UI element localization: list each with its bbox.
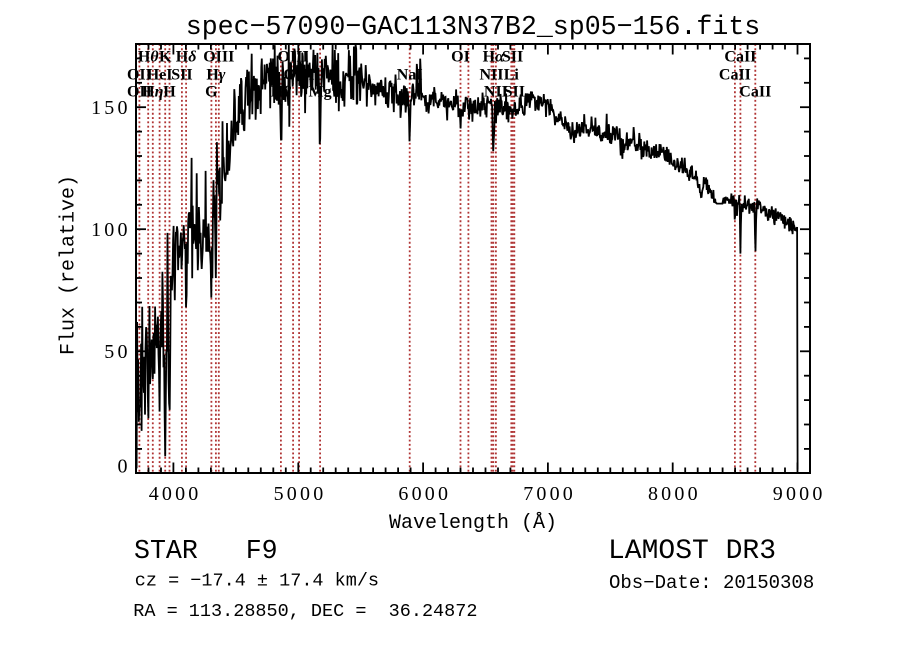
svg-text:Obs−Date: 20150308: Obs−Date: 20150308 — [609, 572, 814, 594]
svg-text:Li: Li — [504, 67, 520, 84]
svg-text:Flux (relative): Flux (relative) — [58, 175, 81, 355]
svg-text:Hδ: Hδ — [176, 49, 197, 66]
svg-text:HeI: HeI — [147, 67, 173, 84]
svg-text:SII: SII — [504, 84, 525, 101]
svg-text:CaII: CaII — [724, 49, 756, 66]
svg-text:NaI: NaI — [397, 67, 423, 84]
svg-text:OII: OII — [127, 84, 152, 101]
svg-text:Hγ: Hγ — [206, 67, 225, 84]
svg-text:8000: 8000 — [648, 483, 701, 505]
svg-text:OIII: OIII — [278, 49, 309, 66]
svg-text:RA = 113.28850, DEC = 36.2487: RA = 113.28850, DEC = 36.24872 — [133, 601, 477, 622]
svg-text:G: G — [205, 84, 218, 101]
svg-text:150: 150 — [91, 97, 131, 119]
svg-text:CaII: CaII — [739, 84, 771, 101]
svg-text:100: 100 — [91, 219, 131, 241]
svg-text:Hη: Hη — [142, 84, 163, 101]
svg-text:Mg: Mg — [309, 84, 332, 101]
svg-text:spec−57090−GAC113N37B2_sp05−15: spec−57090−GAC113N37B2_sp05−156.fits — [186, 12, 761, 42]
svg-text:4000: 4000 — [149, 483, 202, 505]
svg-text:H: H — [163, 84, 176, 101]
svg-text:50: 50 — [104, 341, 130, 363]
svg-text:K: K — [159, 49, 172, 66]
svg-text:SII: SII — [171, 67, 192, 84]
svg-text:OI: OI — [451, 49, 470, 66]
svg-text:NII: NII — [479, 67, 503, 84]
svg-text:CaII: CaII — [719, 67, 751, 84]
svg-text:OIII: OIII — [203, 49, 234, 66]
svg-text:5000: 5000 — [274, 483, 327, 505]
svg-text:OII: OII — [127, 67, 152, 84]
svg-text:Hα: Hα — [483, 49, 505, 66]
svg-text:cz = −17.4 ± 17.4 km/s: cz = −17.4 ± 17.4 km/s — [135, 571, 379, 592]
svg-text:Hθ: Hθ — [138, 49, 159, 66]
svg-text:NII: NII — [484, 84, 508, 101]
svg-text:SII: SII — [502, 49, 523, 66]
svg-text:0: 0 — [117, 456, 130, 478]
svg-text:Wavelength (Å): Wavelength (Å) — [389, 512, 557, 535]
svg-text:STAR F9: STAR F9 — [134, 536, 278, 566]
svg-text:6000: 6000 — [398, 483, 451, 505]
svg-text:LAMOST DR3: LAMOST DR3 — [608, 536, 776, 567]
svg-text:9000: 9000 — [773, 483, 826, 505]
svg-text:7000: 7000 — [523, 483, 576, 505]
